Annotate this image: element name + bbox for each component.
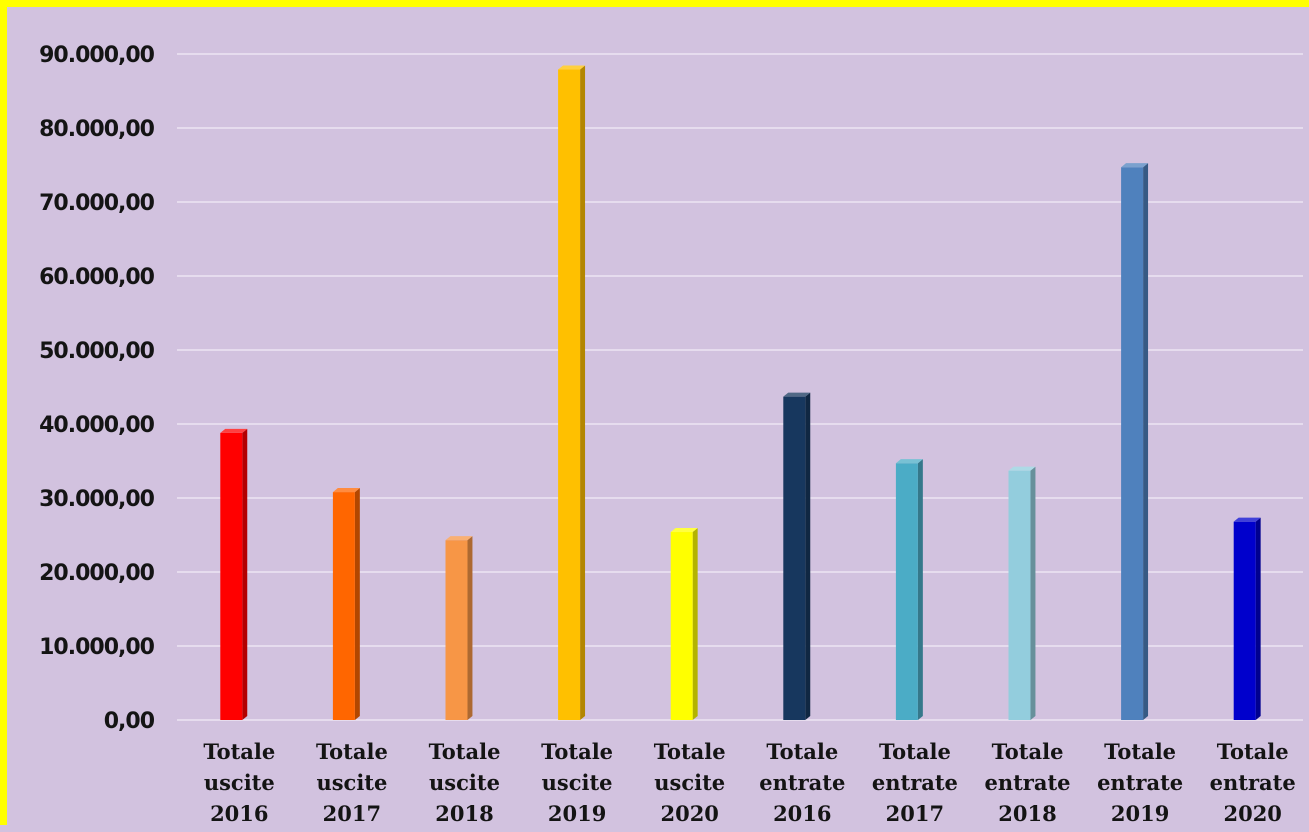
x-tick-label-line: Totale [1104,739,1176,764]
x-tick-label-line: Totale [316,739,388,764]
x-tick-label-line: Totale [541,739,613,764]
bar [220,428,248,720]
x-tick-label-line: 2020 [1223,801,1281,826]
bar-top [670,527,698,533]
y-tick-label: 40.000,00 [39,413,155,438]
x-tick-label-line: uscite [316,770,387,795]
bar-side [467,536,473,720]
y-tick-label: 70.000,00 [39,191,155,216]
x-tick-label: Totale uscite 2016 [203,739,275,826]
x-tick-label: Totale uscite 2018 [429,739,501,826]
x-tick-label-line: Totale [879,739,951,764]
bar [558,65,586,721]
x-tick-label-line: 2016 [210,801,268,826]
bar-front [445,540,468,720]
bar-side [805,392,811,720]
x-tick-label-line: 2017 [886,801,944,826]
y-tick-label: 0,00 [104,709,155,734]
bar [783,392,811,720]
x-tick-label: Totale entrate 2020 [1210,739,1296,826]
bar [895,459,923,720]
x-tick-label-line: 2019 [548,801,606,826]
x-tick-label-line: entrate [1097,770,1183,795]
x-tick-label-line: 2018 [998,801,1056,826]
x-tick-label: Totale entrate 2019 [1097,739,1183,826]
bar-side [354,488,360,720]
x-tick-label-line: Totale [654,739,726,764]
y-tick-label: 30.000,00 [39,487,155,512]
bar-side [917,459,923,720]
bar-side [242,428,248,720]
bar-front [1121,167,1144,721]
bar [1233,517,1261,720]
bar-top [1008,466,1036,471]
bar-side [1255,517,1261,720]
bar-top [220,428,248,433]
x-tick-label: Totale uscite 2017 [316,739,388,826]
bar-front [220,432,243,720]
y-tick-label: 80.000,00 [39,117,155,142]
bar-top [895,459,923,464]
bar-top [445,536,473,541]
x-tick-label: Totale entrate 2018 [984,739,1070,826]
x-tick-label-line: entrate [872,770,958,795]
bar-top [332,488,360,493]
gridlines [177,53,1303,721]
x-tick-label-line: uscite [429,770,500,795]
bar-side [580,65,586,721]
x-tick-label-line: 2017 [323,801,381,826]
x-tick-label-line: Totale [766,739,838,764]
bar-front [1233,521,1256,720]
x-tick-label: Totale uscite 2019 [541,739,613,826]
x-tick-label-line: uscite [204,770,275,795]
x-tick-label-line: uscite [654,770,725,795]
y-axis-ticks: 0,00 10.000,00 20.000,00 30.000,00 40.000,00… [39,43,156,734]
bar-side [692,527,698,720]
x-tick-label-line: uscite [542,770,613,795]
bar-front [558,69,581,721]
bar-front [332,492,355,720]
bar [1121,163,1149,721]
y-tick-label: 20.000,00 [39,561,155,586]
bar-front [783,396,806,720]
x-tick-label-line: 2016 [773,801,831,826]
x-tick-label-line: 2020 [660,801,718,826]
bars [220,65,1261,721]
bar-top [1121,163,1149,168]
y-tick-label: 10.000,00 [39,635,155,660]
bar-side [1030,466,1036,720]
x-tick-label-line: 2019 [1111,801,1169,826]
bar-front [670,532,693,720]
y-tick-label: 60.000,00 [39,265,155,290]
x-tick-label: Totale entrate 2016 [759,739,845,826]
x-tick-label: Totale entrate 2017 [872,739,958,826]
x-tick-label-line: 2018 [435,801,493,826]
bar-top [1233,517,1261,522]
bar [1008,466,1036,720]
y-tick-label: 50.000,00 [39,339,155,364]
x-tick-label-line: Totale [992,739,1064,764]
x-tick-label-line: Totale [203,739,275,764]
x-tick-label: Totale uscite 2020 [654,739,726,826]
x-tick-label-line: Totale [1217,739,1289,764]
x-tick-label-line: entrate [984,770,1070,795]
bar-side [1143,163,1149,721]
bar [445,536,473,720]
x-tick-label-line: Totale [429,739,501,764]
y-tick-label: 90.000,00 [39,43,155,68]
bar-front [1008,470,1031,720]
bar-top [783,392,811,397]
bar [670,527,698,720]
x-tick-label-line: entrate [1210,770,1296,795]
bar-front [895,463,918,720]
x-axis-ticks: Totale uscite 2016 Totale uscite 2017 Totale us… [203,739,1295,826]
bar [332,488,360,720]
bar-chart: 0,00 10.000,00 20.000,00 30.000,00 40.000,00… [39,43,1303,826]
bar-top [558,65,586,70]
x-tick-label-line: entrate [759,770,845,795]
